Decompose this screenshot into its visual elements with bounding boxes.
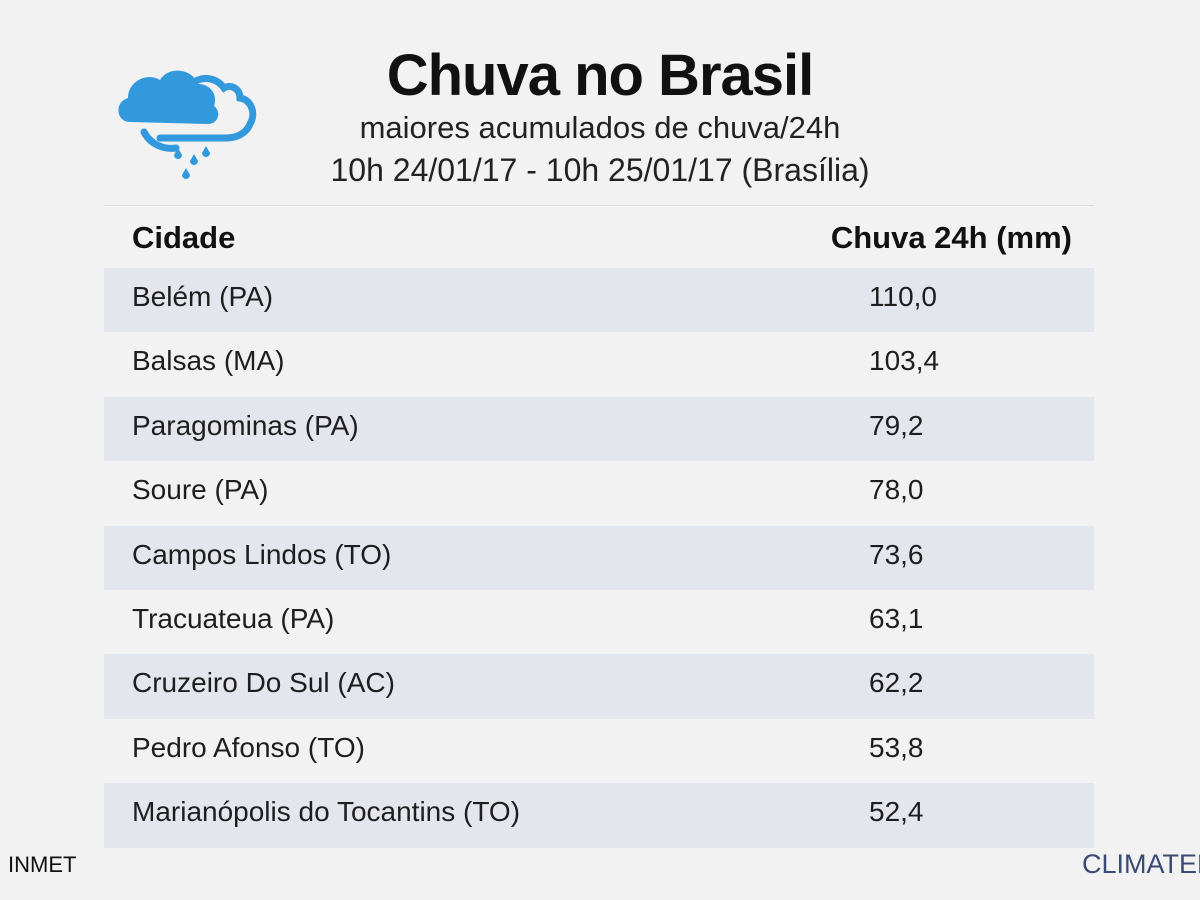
rain-cloud-icon	[110, 62, 260, 187]
rain-cell: 52,4	[869, 796, 924, 828]
source-credit: INMET	[8, 852, 77, 877]
table-row: Marianópolis do Tocantins (TO) 52,4	[104, 783, 1094, 848]
city-cell: Soure (PA)	[132, 474, 269, 506]
city-cell: Marianópolis do Tocantins (TO)	[132, 796, 521, 828]
table-row: Cruzeiro Do Sul (AC) 62,2	[104, 654, 1094, 719]
rain-cell: 73,6	[869, 538, 924, 570]
table-row: Balsas (MA) 103,4	[104, 332, 1094, 396]
header-divider	[104, 205, 1094, 206]
city-cell: Pedro Afonso (TO)	[132, 731, 365, 763]
table-header: Cidade Chuva 24h (mm)	[104, 206, 1094, 268]
table-row: Tracuateua (PA) 63,1	[104, 590, 1094, 654]
rain-cell: 63,1	[869, 602, 924, 634]
table-row: Belém (PA) 110,0	[104, 268, 1094, 333]
city-cell: Tracuateua (PA)	[132, 602, 335, 634]
rain-cell: 110,0	[869, 281, 937, 312]
rain-cell: 79,2	[869, 409, 924, 441]
rain-cell: 103,4	[869, 345, 940, 377]
rain-cell: 62,2	[869, 667, 924, 699]
date-range: 10h 24/01/17 - 10h 25/01/17 (Brasília)	[330, 152, 870, 188]
city-cell: Campos Lindos (TO)	[132, 538, 392, 570]
table-row: Soure (PA) 78,0	[104, 461, 1094, 525]
rain-cell: 78,0	[869, 474, 924, 506]
city-cell: Balsas (MA)	[132, 345, 285, 377]
column-header-city: Cidade	[132, 220, 236, 255]
column-header-rain: Chuva 24h (mm)	[830, 220, 1072, 255]
table-row: Pedro Afonso (TO) 53,8	[104, 719, 1094, 783]
page-title: Chuva no Brasil	[386, 43, 815, 108]
city-cell: Paragominas (PA)	[132, 409, 359, 441]
brand-logo: CLIMATEMPO	[1082, 849, 1200, 879]
city-cell: Cruzeiro Do Sul (AC)	[132, 667, 395, 699]
page-subtitle: maiores acumulados de chuva/24h	[359, 110, 841, 145]
city-cell: Belém (PA)	[132, 281, 274, 312]
rain-table: Cidade Chuva 24h (mm) Belém (PA) 110,0 B…	[104, 206, 1094, 848]
table-row: Paragominas (PA) 79,2	[104, 396, 1094, 462]
rain-cell: 53,8	[869, 731, 924, 763]
table-row: Campos Lindos (TO) 73,6	[104, 525, 1094, 590]
